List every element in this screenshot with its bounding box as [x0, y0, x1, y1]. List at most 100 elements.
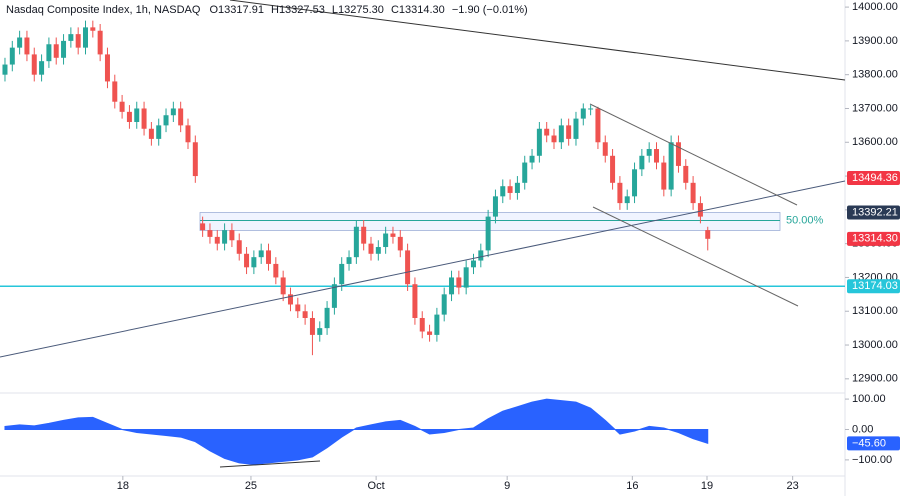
- change: −1.90 (−0.01%): [452, 4, 528, 16]
- candle-body: [500, 186, 506, 197]
- ohlc: L13275.30: [332, 4, 384, 16]
- candle-body: [697, 203, 703, 217]
- price-label: 13314.30: [852, 233, 898, 245]
- y-tick-label: 13800.00: [852, 69, 898, 81]
- candle-body: [192, 142, 198, 177]
- price-label: 13392.21: [852, 206, 898, 218]
- candle-body: [112, 81, 118, 102]
- candle-body: [632, 169, 638, 197]
- osc-value-box: [847, 436, 900, 451]
- candle-body: [492, 196, 498, 217]
- channel-line: [589, 103, 798, 206]
- candle-body: [397, 236, 403, 251]
- candle-body: [573, 118, 579, 139]
- candle-body: [287, 294, 293, 305]
- candle-body: [207, 230, 213, 237]
- trendline: [0, 180, 846, 358]
- candle-body: [617, 182, 623, 204]
- candle-body: [148, 128, 154, 139]
- price-label-box: [847, 205, 900, 220]
- candle-body: [529, 155, 535, 163]
- candle-body: [222, 230, 228, 244]
- candle-body: [463, 267, 469, 288]
- candle-body: [331, 284, 337, 308]
- candle-body: [229, 230, 235, 241]
- candle-body: [675, 142, 681, 166]
- ohlc: C13314.30: [391, 4, 445, 16]
- candle-body: [390, 233, 396, 237]
- x-tick-label: Oct: [368, 480, 385, 492]
- candle-body: [610, 155, 616, 183]
- candle-body: [339, 263, 345, 285]
- candle-body: [551, 135, 557, 143]
- candle-body: [134, 108, 140, 122]
- candle-body: [185, 125, 191, 143]
- price-label-box: [847, 231, 900, 246]
- candle-body: [705, 230, 711, 239]
- candle-body: [302, 311, 308, 318]
- title: Nasdaq Composite Index, 1h, NASDAQ: [6, 4, 201, 16]
- candle-body: [280, 277, 286, 295]
- candle-body: [353, 226, 359, 258]
- candle-body: [456, 277, 462, 288]
- candle-body: [566, 125, 572, 139]
- candle-body: [97, 30, 103, 55]
- candle-body: [624, 196, 630, 204]
- candle-body: [61, 40, 67, 58]
- candle-body: [653, 149, 659, 163]
- candle-body: [24, 37, 30, 55]
- ohlc: H13327.53: [271, 4, 325, 16]
- candle-body: [214, 236, 220, 244]
- candle-body: [668, 142, 674, 190]
- candle-body: [441, 294, 447, 315]
- trendline: [229, 0, 846, 81]
- candle-body: [419, 317, 425, 332]
- candle-body: [119, 101, 125, 112]
- candle-body: [595, 108, 601, 143]
- candle-body: [258, 250, 264, 258]
- y-tick-label: 13700.00: [852, 102, 898, 114]
- candle-body: [558, 125, 564, 143]
- candle-body: [90, 27, 96, 31]
- candle-body: [361, 226, 367, 244]
- candle-body: [200, 223, 206, 231]
- price-label-box: [847, 279, 900, 294]
- candle-body: [639, 155, 645, 170]
- candle-body: [236, 240, 242, 254]
- candle-body: [661, 162, 667, 190]
- candle-body: [602, 142, 608, 156]
- price-label-box: [847, 170, 900, 185]
- candle-body: [75, 34, 81, 48]
- candle-body: [405, 250, 411, 285]
- candle-body: [514, 182, 520, 193]
- chart-title: Nasdaq Composite Index, 1h, NASDAQ O1331…: [6, 4, 528, 16]
- candle-body: [39, 61, 45, 75]
- candle-body: [683, 165, 689, 183]
- candle-body: [412, 284, 418, 318]
- osc-area: [4, 398, 709, 465]
- candle-body: [251, 257, 257, 268]
- osc-value-label: −45.60: [852, 437, 886, 449]
- x-tick-label: 18: [117, 480, 129, 492]
- candle-body: [580, 108, 586, 119]
- candle-body: [244, 253, 250, 268]
- candle-body: [485, 216, 491, 251]
- y-tick-label: 13900.00: [852, 35, 898, 47]
- candle-body: [346, 257, 352, 264]
- candle-body: [427, 331, 433, 335]
- candle-body: [68, 34, 74, 41]
- x-tick-label: 9: [504, 480, 510, 492]
- channel-line: [592, 206, 799, 307]
- candle-body: [31, 54, 37, 75]
- candle-body: [295, 304, 301, 312]
- candle-body: [53, 44, 59, 58]
- candle-body: [126, 111, 132, 122]
- y-tick-label: 13000.00: [852, 339, 898, 351]
- candle-body: [478, 250, 484, 261]
- price-label: 13174.03: [852, 280, 898, 292]
- candle-body: [163, 115, 169, 126]
- candle-body: [17, 37, 23, 48]
- candle-body: [690, 182, 696, 204]
- candle-body: [434, 314, 440, 335]
- candle-body: [83, 27, 89, 48]
